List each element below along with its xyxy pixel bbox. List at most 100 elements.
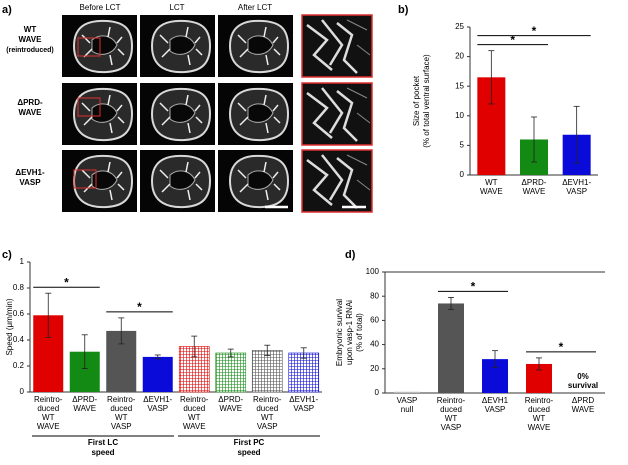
x-tick-label: VASP	[293, 404, 314, 413]
group-label: First LC	[88, 438, 118, 447]
x-tick-label: ΔPRD-	[72, 395, 97, 404]
significance-label: *	[137, 300, 142, 314]
x-tick-label: duced	[183, 404, 205, 413]
panel-label: d)	[345, 249, 356, 261]
x-tick-label: duced	[256, 404, 278, 413]
x-tick-label: VASP	[111, 422, 132, 431]
row-label: (reintroduced)	[6, 47, 53, 54]
error-bar	[536, 357, 542, 371]
x-tick-label: VASP	[147, 404, 168, 413]
y-tick-label: 80	[370, 291, 379, 300]
x-tick-label: ΔEVH1-	[143, 395, 172, 404]
bar	[288, 352, 320, 393]
error-bar	[448, 297, 454, 310]
y-tick-label: 0	[460, 170, 465, 179]
y-axis-label: upon vasp-1 RNAi	[345, 300, 354, 365]
column-label: Before LCT	[80, 3, 121, 12]
x-tick-label: WAVE	[480, 187, 503, 196]
row-label: WAVE	[19, 108, 43, 117]
y-tick-label: 5	[460, 141, 465, 150]
x-tick-label: WAVE	[219, 404, 242, 413]
error-bar	[488, 50, 495, 105]
bar	[438, 303, 464, 393]
panel-a-images	[61, 13, 374, 214]
x-tick-label: ΔPRD	[572, 396, 594, 405]
x-tick-label: Reintro-	[253, 395, 282, 404]
x-tick-label: duced	[110, 404, 132, 413]
value-label: 0% survival	[568, 372, 598, 390]
panel-label: a)	[2, 4, 12, 16]
x-tick-label: WT	[188, 413, 201, 422]
x-tick-label: ΔEVH1	[482, 396, 509, 405]
x-tick-label: WAVE	[183, 422, 206, 431]
x-tick-label: ΔPRD-	[218, 395, 243, 404]
x-tick-label: VASP	[485, 405, 506, 414]
x-tick-label: WT	[485, 178, 498, 187]
group-label: speed	[237, 448, 260, 457]
y-axis-label: Speed (μm/min)	[5, 298, 14, 355]
y-tick-label: 60	[370, 316, 379, 325]
error-bar	[531, 116, 537, 163]
x-tick-label: ΔPRD-	[522, 178, 547, 187]
y-tick-label: 0.6	[13, 309, 25, 318]
x-tick-label: WT	[445, 414, 458, 423]
x-tick-label: Reintro-	[525, 396, 554, 405]
error-bar	[300, 347, 307, 359]
x-tick-label: WAVE	[73, 404, 96, 413]
y-axis-label: (% of total)	[355, 313, 364, 352]
x-tick-label: WT	[42, 413, 55, 422]
y-tick-label: 10	[455, 111, 464, 120]
y-tick-label: 40	[370, 340, 379, 349]
x-tick-label: duced	[440, 405, 462, 414]
y-axis-label: Embryonic survival	[335, 299, 344, 366]
error-bar	[154, 354, 161, 360]
row-label: ΔPRD-	[17, 98, 43, 107]
error-bar	[227, 348, 234, 358]
y-tick-label: 15	[455, 81, 464, 90]
x-tick-label: VASP	[441, 423, 462, 432]
significance-label: *	[532, 24, 537, 38]
column-label: After LCT	[238, 3, 272, 12]
y-tick-label: 25	[455, 22, 464, 31]
error-bar	[573, 105, 580, 164]
error-bar	[45, 292, 52, 338]
row-label: WT	[24, 25, 37, 34]
y-tick-label: 0.8	[13, 283, 25, 292]
error-bar	[191, 335, 198, 358]
y-tick-label: 100	[366, 267, 380, 276]
column-label: LCT	[169, 3, 184, 12]
bar	[215, 352, 247, 393]
error-bar	[264, 344, 271, 357]
x-tick-label: ΔEVH1-	[562, 178, 591, 187]
x-tick-label: WAVE	[528, 423, 551, 432]
significance-label: *	[559, 340, 564, 354]
y-axis-label: (% of total ventral surface)	[422, 54, 431, 148]
panel-label: c)	[2, 249, 12, 261]
significance-label: *	[471, 280, 476, 294]
x-tick-label: duced	[37, 404, 59, 413]
x-tick-label: WAVE	[523, 187, 546, 196]
row-label: VASP	[19, 178, 41, 187]
y-tick-label: 0.4	[13, 335, 25, 344]
row-label: WAVE	[19, 35, 43, 44]
x-tick-label: ΔEVH1-	[289, 395, 318, 404]
x-tick-label: Reintro-	[34, 395, 63, 404]
significance-label: *	[510, 33, 515, 47]
y-axis-label: Size of pocket	[412, 75, 421, 126]
x-tick-label: WT	[533, 414, 546, 423]
x-tick-label: VASP	[397, 396, 418, 405]
x-tick-label: Reintro-	[180, 395, 209, 404]
y-tick-label: 0	[20, 387, 25, 396]
panel-label: b)	[398, 4, 409, 16]
bar	[142, 356, 173, 392]
error-bar	[492, 350, 498, 368]
bar	[251, 350, 283, 393]
group-label: speed	[91, 448, 114, 457]
x-tick-label: WT	[261, 413, 274, 422]
y-tick-label: 0.2	[13, 361, 25, 370]
x-tick-label: WT	[115, 413, 128, 422]
x-tick-label: VASP	[566, 187, 587, 196]
x-tick-label: WAVE	[572, 405, 595, 414]
